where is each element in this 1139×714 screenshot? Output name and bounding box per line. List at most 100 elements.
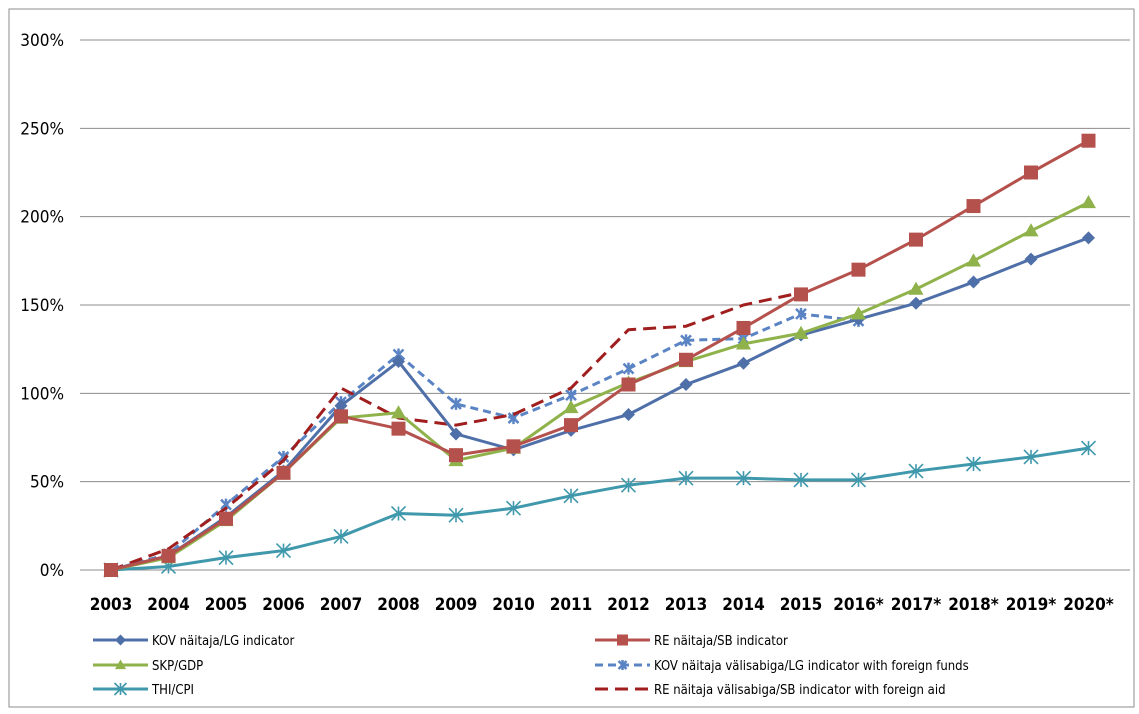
x-tick-label: 2020* — [1063, 595, 1114, 615]
data-point — [563, 488, 579, 504]
data-point — [565, 389, 577, 402]
data-point — [1082, 231, 1095, 245]
series-lines — [103, 133, 1097, 578]
x-tick-label: 2011 — [550, 595, 593, 615]
data-point — [793, 472, 809, 488]
y-tick-label: 250% — [20, 119, 64, 139]
y-tick-label: 50% — [30, 473, 64, 493]
x-tick-label: 2004 — [147, 595, 190, 615]
data-point — [850, 472, 867, 488]
legend-item: SKP/GDP — [93, 659, 203, 674]
x-tick-label: 2015 — [780, 595, 823, 615]
legend-item: RE näitaja välisabiga/SB indicator with … — [595, 683, 946, 698]
legend-item: KOV näitaja välisabiga/LG indicator with… — [595, 659, 969, 674]
x-tick-label: 2005 — [205, 595, 248, 615]
x-tick-label: 2003 — [90, 595, 133, 615]
data-point — [450, 397, 462, 410]
x-axis-ticks: 2003 2004 2005 2006 2007 2008 2009 2010 2011 2012… — [90, 595, 1114, 615]
legend-label: SKP/GDP — [152, 659, 203, 674]
legend-item: THI/CPI — [93, 682, 194, 698]
data-point — [391, 405, 406, 419]
series-group — [110, 291, 802, 572]
series-line — [110, 291, 802, 572]
x-tick-label: 2012 — [607, 595, 650, 615]
x-tick-label: 2008 — [377, 595, 420, 615]
data-point — [680, 334, 692, 347]
legend-item: KOV näitaja/LG indicator — [93, 634, 295, 649]
data-point — [735, 470, 752, 486]
legend-label: RE näitaja välisabiga/SB indicator with … — [654, 683, 946, 698]
data-point — [506, 439, 521, 454]
data-point — [1024, 165, 1038, 180]
data-point — [622, 408, 635, 422]
data-point — [620, 477, 637, 493]
x-tick-label: 2009 — [435, 595, 478, 615]
x-tick-label: 2013 — [665, 595, 708, 615]
data-point — [679, 378, 693, 391]
legend-label: KOV näitaja/LG indicator — [152, 634, 295, 649]
data-point — [1081, 133, 1096, 148]
data-point — [334, 399, 348, 413]
data-point — [391, 421, 406, 436]
data-point — [113, 682, 128, 696]
data-point — [1080, 440, 1097, 456]
x-tick-label: 2016* — [833, 595, 884, 615]
x-tick-label: 2017* — [891, 595, 942, 615]
series-line — [110, 446, 1089, 572]
data-point — [276, 465, 291, 480]
data-point — [736, 320, 751, 335]
legend-label: RE näitaja/SB indicator — [654, 634, 788, 649]
x-tick-label: 2006 — [262, 595, 305, 615]
data-point — [621, 377, 636, 392]
y-tick-label: 0% — [40, 561, 64, 581]
legend-label: KOV näitaja välisabiga/LG indicator with… — [654, 659, 969, 674]
data-point — [793, 325, 809, 339]
data-point — [333, 528, 349, 544]
x-tick-label: 2019* — [1006, 595, 1057, 615]
data-point — [908, 463, 924, 479]
data-point — [115, 634, 126, 646]
data-point — [679, 352, 693, 367]
legend-item: RE näitaja/SB indicator — [595, 634, 788, 649]
data-point — [161, 548, 176, 563]
data-point — [449, 448, 463, 463]
y-tick-label: 100% — [20, 384, 64, 404]
y-axis-ticks: 0% 50% 100% 150% 200% 250% 300% — [20, 31, 64, 581]
data-point — [794, 287, 808, 302]
data-point — [219, 511, 233, 526]
data-point — [909, 296, 923, 310]
x-tick-label: 2014 — [722, 595, 765, 615]
x-tick-label: 2007 — [320, 595, 363, 615]
data-point — [678, 470, 694, 486]
data-point — [505, 500, 522, 516]
y-tick-label: 200% — [20, 208, 64, 228]
data-point — [564, 418, 578, 433]
data-point — [622, 362, 635, 375]
data-point — [617, 634, 628, 646]
data-point — [909, 232, 923, 247]
series-line — [110, 139, 1090, 572]
data-point — [736, 336, 751, 350]
data-point — [851, 262, 866, 277]
data-point — [449, 427, 463, 441]
data-point — [275, 543, 292, 559]
data-point — [448, 507, 464, 523]
series-group — [104, 133, 1096, 577]
data-point — [737, 356, 750, 370]
legend-label: THI/CPI — [151, 683, 194, 698]
data-point — [795, 307, 807, 320]
data-point — [1023, 223, 1039, 237]
chart-border — [8, 8, 1135, 708]
y-tick-label: 150% — [20, 296, 64, 316]
data-point — [392, 355, 405, 369]
data-point — [115, 659, 126, 670]
data-point — [908, 281, 924, 295]
data-point — [617, 660, 628, 670]
data-point — [1081, 195, 1096, 209]
x-tick-label: 2018* — [948, 595, 999, 615]
data-point — [967, 275, 980, 289]
data-point — [966, 253, 981, 267]
series-line — [110, 312, 859, 572]
